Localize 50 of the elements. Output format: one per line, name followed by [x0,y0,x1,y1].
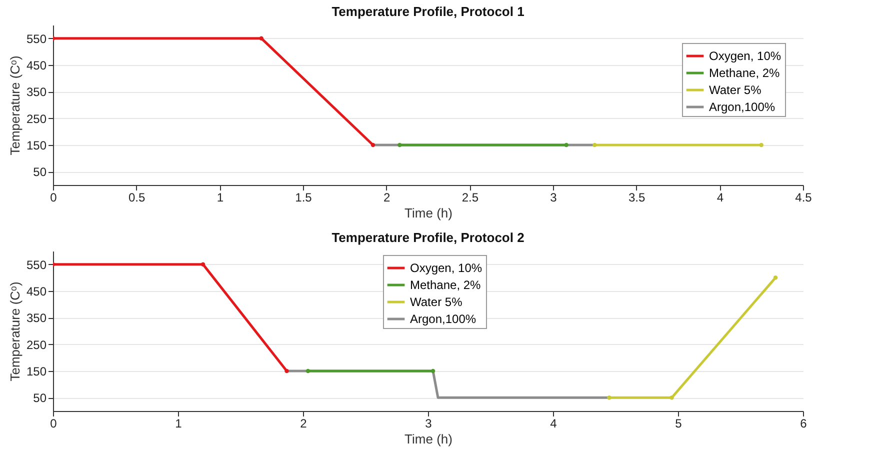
y-tick-label: 50 [33,165,47,180]
x-tick-label: 2 [300,416,308,430]
y-tick-label: 250 [26,112,47,126]
point [306,368,310,374]
legend-label: Argon,100% [410,312,476,326]
x-tick-label: 0.5 [128,190,146,204]
legend-label: Oxygen, 10% [410,261,482,275]
x-tick-label: 0 [50,190,58,204]
point [607,396,612,400]
x-tick-label: 5 [675,416,682,430]
y-tick-label: 350 [26,311,47,326]
legend-label: Oxygen, 10% [709,49,782,63]
point [430,368,436,374]
y-tick-label: 350 [26,85,47,100]
y-tick-label: 450 [26,284,47,298]
point [284,368,289,374]
x-tick-label: 1 [216,190,224,204]
x-axis-title: Time (h) [404,432,452,446]
x-tick-label: 2.5 [462,190,479,204]
x-tick-label: 4 [550,416,558,430]
x-tick-label: 0 [50,416,58,430]
x-tick-label: 3 [550,190,558,204]
point [773,276,778,280]
x-tick-label: 6 [800,416,808,430]
point [670,396,674,400]
x-tick-label: 2 [383,190,390,204]
chart-title: Temperature Profile, Protocol 1 [332,4,524,19]
x-tick-label: 4.5 [795,190,812,204]
y-axis-title: Temperature (Cᵒ) [7,282,22,382]
legend-label: Methane, 2% [709,66,780,80]
point [200,262,206,266]
y-tick-label: 450 [26,58,47,72]
legend-label: Methane, 2% [410,278,482,292]
x-tick-label: 3 [425,416,432,430]
legend-label: Argon,100% [709,100,776,114]
chart-title: Temperature Profile, Protocol 2 [332,230,524,245]
x-axis-title: Time (h) [404,206,452,220]
x-tick-label: 1 [175,416,182,430]
y-tick-label: 150 [26,138,47,152]
y-tick-label: 50 [33,391,47,406]
x-tick-label: 4 [716,190,724,204]
legend-label: Water 5% [709,83,762,97]
y-tick-label: 550 [26,32,47,46]
y-tick-label: 550 [26,258,47,272]
y-tick-label: 150 [26,364,47,378]
legend-label: Water 5% [410,295,463,309]
x-tick-label: 1.5 [295,190,312,204]
x-tick-label: 3.5 [628,190,646,204]
y-tick-label: 250 [26,338,47,352]
y-axis-title: Temperature (Cᵒ) [7,56,22,156]
